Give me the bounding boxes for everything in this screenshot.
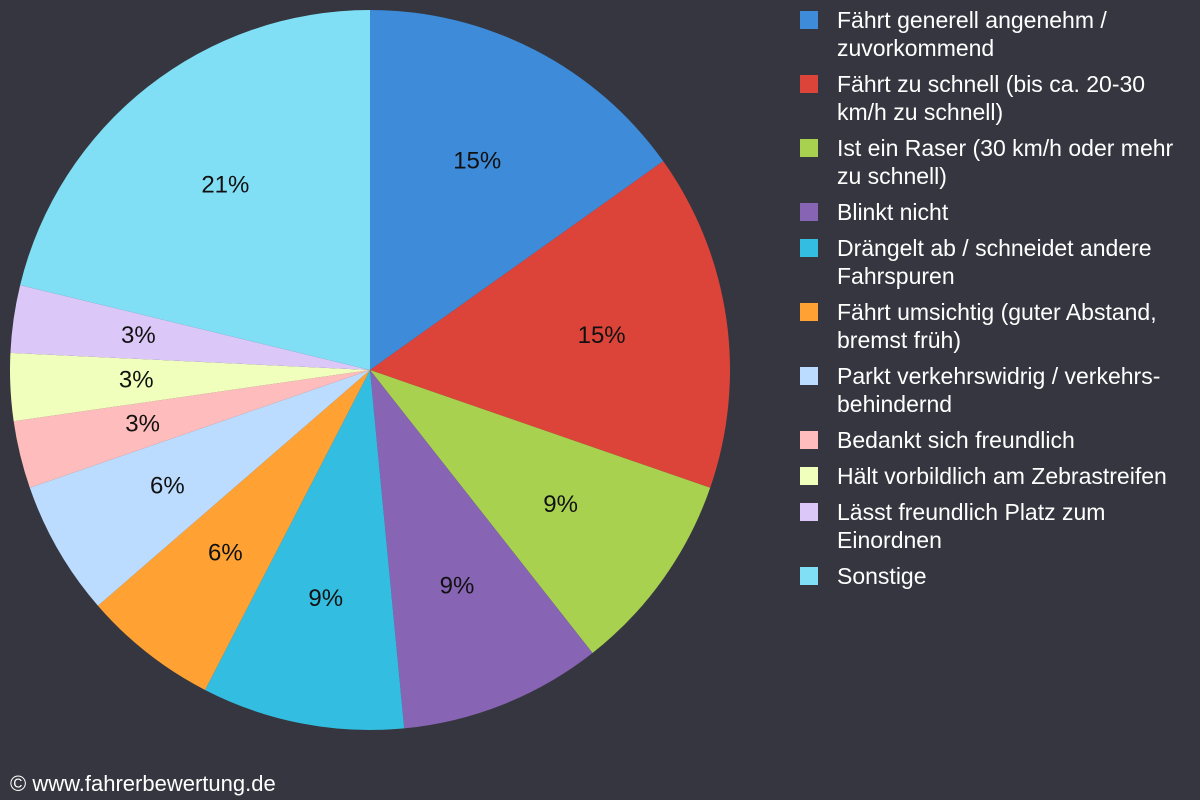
data-label: 3% — [119, 366, 154, 393]
data-label: 15% — [578, 322, 626, 349]
legend-item: Ist ein Raser (30 km/h oder mehr zu schn… — [800, 134, 1195, 190]
legend-label: Lässt freundlich Platz zum Einordnen — [837, 499, 1106, 553]
legend-label: Drängelt ab / schneidet andere Fahrspure… — [837, 235, 1152, 289]
legend-label: Sonstige — [837, 563, 927, 589]
pie-slice — [29, 370, 370, 606]
pie-slice — [97, 370, 371, 690]
legend-swatch — [800, 11, 818, 29]
legend-item: Fährt zu schnell (bis ca. 20-30 km/h zu … — [800, 70, 1195, 126]
legend-label: Blinkt nicht — [837, 199, 949, 225]
data-label: 9% — [543, 491, 578, 518]
legend-label: Hält vorbildlich am Zebrastreifen — [837, 463, 1167, 489]
data-label: 6% — [208, 539, 243, 566]
legend-swatch — [800, 431, 818, 449]
pie-slice — [9, 352, 370, 422]
legend-swatch — [800, 467, 818, 485]
footer: © www.fahrerbewertung.de — [10, 771, 276, 796]
pie-slice — [370, 370, 593, 729]
pie-slice — [370, 370, 711, 653]
data-label: 6% — [150, 472, 185, 499]
pie-slice — [205, 370, 405, 730]
legend-item: Drängelt ab / schneidet andere Fahrspure… — [800, 234, 1195, 290]
legend-label: Fährt zu schnell (bis ca. 20-30 km/h zu … — [837, 71, 1146, 125]
legend-swatch — [800, 75, 818, 93]
legend-item: Bedankt sich freundlich — [800, 426, 1195, 454]
pie-slice — [20, 10, 371, 370]
legend-swatch — [800, 303, 818, 321]
data-label: 9% — [440, 573, 475, 600]
pie-slice — [370, 161, 730, 488]
pie-chart: 15% 15% 9% 9% 9% 6% 6% 3% 3% 3% 21% — [9, 10, 730, 730]
legend-swatch — [800, 239, 818, 257]
legend-label: Parkt verkehrswidrig / verkehrs-behinder… — [837, 363, 1161, 417]
legend-swatch — [800, 567, 818, 585]
legend-label: Fährt generell angenehm / zuvorkommend — [837, 7, 1107, 61]
data-label: 15% — [453, 147, 501, 174]
legend: Fährt generell angenehm / zuvorkommend Fä… — [800, 6, 1195, 598]
legend-swatch — [800, 503, 818, 521]
legend-item: Sonstige — [800, 562, 1195, 590]
data-label: 9% — [308, 585, 343, 612]
legend-item: Fährt generell angenehm / zuvorkommend — [800, 6, 1195, 62]
legend-swatch — [800, 203, 818, 221]
legend-item: Hält vorbildlich am Zebrastreifen — [800, 462, 1195, 490]
legend-item: Blinkt nicht — [800, 198, 1195, 226]
pie-slice — [370, 10, 664, 370]
legend-item: Lässt freundlich Platz zum Einordnen — [800, 498, 1195, 554]
legend-label: Bedankt sich freundlich — [837, 427, 1075, 453]
legend-swatch — [800, 367, 818, 385]
legend-item: Fährt umsichtig (guter Abstand, bremst f… — [800, 298, 1195, 354]
legend-label: Ist ein Raser (30 km/h oder mehr zu schn… — [837, 135, 1174, 189]
data-label: 21% — [201, 171, 249, 198]
legend-label: Fährt umsichtig (guter Abstand, bremst f… — [837, 299, 1157, 353]
data-label: 3% — [121, 322, 156, 349]
legend-item: Parkt verkehrswidrig / verkehrs-behinder… — [800, 362, 1195, 418]
legend-swatch — [800, 139, 818, 157]
data-label: 3% — [125, 411, 160, 438]
pie-slice — [10, 285, 371, 370]
pie-slice — [13, 370, 371, 488]
